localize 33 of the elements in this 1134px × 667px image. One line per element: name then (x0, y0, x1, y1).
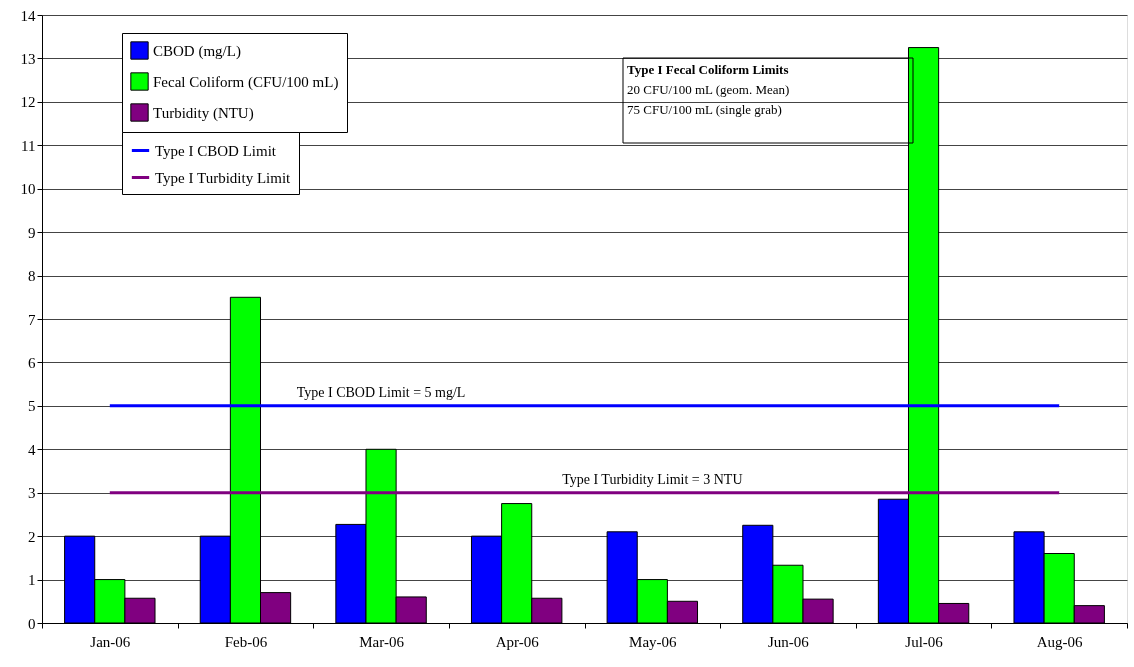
x-tick-label: May-06 (629, 633, 678, 650)
y-tick-label: 12 (20, 94, 36, 111)
x-tick-label: Feb-06 (224, 633, 268, 650)
y-tick-label: 11 (21, 137, 36, 154)
y-tick-label: 5 (28, 398, 36, 415)
y-tick-label: 6 (28, 354, 36, 371)
legend-label: Type I Turbidity Limit (155, 169, 292, 186)
x-tick-label: Jan-06 (90, 633, 131, 650)
annotation: Type I CBOD Limit = 5 mg/L (296, 384, 466, 400)
legend-label: Turbidity (NTU) (153, 104, 254, 122)
y-tick-label: 1 (28, 572, 36, 589)
y-tick-label: 7 (28, 311, 36, 328)
annotation: 20 CFU/100 mL (geom. Mean) (627, 82, 790, 97)
legend-label: Type I CBOD Limit (155, 142, 277, 159)
y-tick-label: 9 (28, 224, 36, 241)
x-tick-label: Jul-06 (905, 633, 944, 650)
y-tick-label: 0 (28, 615, 36, 632)
legend-label: Fecal Coliform (CFU/100 mL) (153, 73, 339, 91)
y-tick-label: 10 (20, 181, 36, 198)
y-tick-label: 13 (20, 50, 36, 67)
y-tick-label: 3 (28, 485, 36, 502)
y-tick-label: 2 (28, 528, 36, 545)
annotation: 75 CFU/100 mL (single grab) (627, 102, 782, 117)
x-tick-label: Jun-06 (768, 633, 810, 650)
y-tick-label: 4 (28, 441, 36, 458)
x-tick-label: Aug-06 (1036, 633, 1084, 650)
y-tick-label: 8 (28, 268, 36, 285)
y-tick-label: 14 (20, 7, 36, 24)
x-tick-label: Mar-06 (359, 633, 405, 650)
annotation: Type I Turbidity Limit = 3 NTU (562, 471, 743, 487)
annotation: Type I Fecal Coliform Limits (627, 62, 789, 77)
legend-label: CBOD (mg/L) (153, 42, 241, 60)
x-tick-label: Apr-06 (495, 633, 540, 650)
